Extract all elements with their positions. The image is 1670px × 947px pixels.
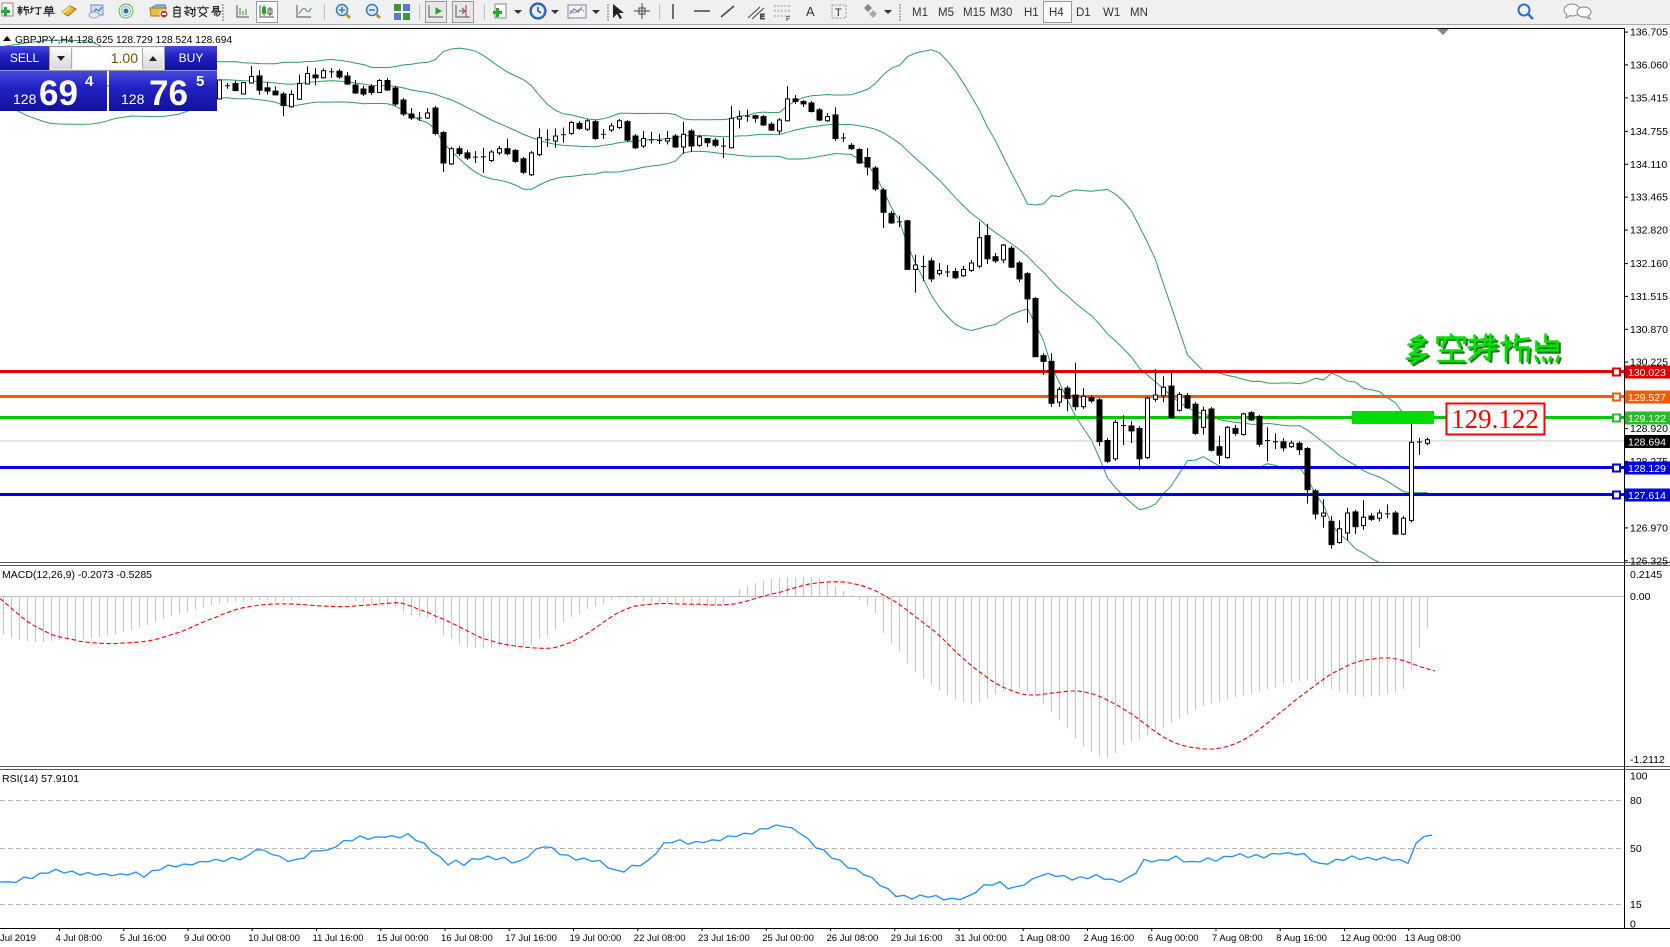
svg-text:7 Aug 08:00: 7 Aug 08:00 bbox=[1212, 933, 1263, 944]
svg-text:W1: W1 bbox=[1103, 7, 1120, 19]
svg-text:GBPJPY-,H4 128.625 128.729 12: GBPJPY-,H4 128.625 128.729 128.524 128.6… bbox=[15, 35, 232, 46]
svg-text:17 Jul 16:00: 17 Jul 16:00 bbox=[505, 933, 557, 944]
svg-text:MACD(12,26,9) -0.2073 -0.5285: MACD(12,26,9) -0.2073 -0.5285 bbox=[2, 569, 152, 581]
svg-text:6 Aug 00:00: 6 Aug 00:00 bbox=[1148, 933, 1199, 944]
svg-text:22 Jul 08:00: 22 Jul 08:00 bbox=[634, 933, 686, 944]
svg-text:F: F bbox=[786, 16, 790, 23]
svg-text:136.705: 136.705 bbox=[1630, 27, 1668, 39]
svg-text:5 Jul 16:00: 5 Jul 16:00 bbox=[120, 933, 166, 944]
svg-text:13 Aug 08:00: 13 Aug 08:00 bbox=[1405, 933, 1461, 944]
svg-text:12 Aug 00:00: 12 Aug 00:00 bbox=[1341, 933, 1397, 944]
svg-text:10 Jul 08:00: 10 Jul 08:00 bbox=[248, 933, 300, 944]
svg-text:A: A bbox=[806, 4, 815, 19]
svg-text:128.129: 128.129 bbox=[1628, 463, 1666, 475]
svg-text:0.2145: 0.2145 bbox=[1630, 569, 1662, 581]
svg-text:19 Jul 00:00: 19 Jul 00:00 bbox=[570, 933, 622, 944]
svg-text:130.870: 130.870 bbox=[1630, 324, 1668, 336]
svg-text:8 Aug 16:00: 8 Aug 16:00 bbox=[1276, 933, 1327, 944]
svg-text:126.325: 126.325 bbox=[1630, 555, 1668, 567]
svg-text:126.970: 126.970 bbox=[1630, 522, 1668, 534]
svg-text:H4: H4 bbox=[1049, 7, 1064, 19]
svg-text:50: 50 bbox=[1630, 843, 1642, 855]
svg-text:15: 15 bbox=[1630, 899, 1642, 911]
svg-text:128.920: 128.920 bbox=[1630, 423, 1668, 435]
svg-text:132.820: 132.820 bbox=[1630, 225, 1668, 237]
svg-text:80: 80 bbox=[1630, 795, 1642, 807]
svg-text:29 Jul 16:00: 29 Jul 16:00 bbox=[891, 933, 943, 944]
svg-text:4 Jul 08:00: 4 Jul 08:00 bbox=[56, 933, 102, 944]
svg-text:M15: M15 bbox=[963, 7, 985, 19]
svg-text:134.755: 134.755 bbox=[1630, 126, 1668, 138]
svg-text:15 Jul 00:00: 15 Jul 00:00 bbox=[377, 933, 429, 944]
svg-text:11 Jul 16:00: 11 Jul 16:00 bbox=[313, 933, 364, 944]
svg-text:100: 100 bbox=[1630, 771, 1648, 783]
svg-text:M1: M1 bbox=[912, 7, 928, 19]
svg-text:E: E bbox=[760, 14, 765, 21]
svg-text:130.023: 130.023 bbox=[1628, 367, 1666, 379]
svg-text:26 Jul 08:00: 26 Jul 08:00 bbox=[827, 933, 879, 944]
svg-text:2 Aug 16:00: 2 Aug 16:00 bbox=[1084, 933, 1135, 944]
svg-text:128.694: 128.694 bbox=[1628, 437, 1666, 449]
svg-text:D1: D1 bbox=[1076, 7, 1091, 19]
svg-text:RSI(14) 57.9101: RSI(14) 57.9101 bbox=[2, 773, 79, 785]
svg-text:134.110: 134.110 bbox=[1630, 159, 1667, 171]
svg-text:23 Jul 16:00: 23 Jul 16:00 bbox=[698, 933, 750, 944]
svg-text:133.465: 133.465 bbox=[1630, 192, 1668, 204]
svg-text:M30: M30 bbox=[990, 7, 1012, 19]
svg-text:0.00: 0.00 bbox=[1630, 591, 1651, 603]
svg-text:132.160: 132.160 bbox=[1630, 258, 1668, 270]
svg-text:-1.2112: -1.2112 bbox=[1630, 754, 1665, 766]
svg-text:MN: MN bbox=[1130, 7, 1148, 19]
svg-text:Jul 2019: Jul 2019 bbox=[0, 933, 36, 944]
svg-text:T: T bbox=[835, 7, 842, 19]
svg-text:25 Jul 00:00: 25 Jul 00:00 bbox=[762, 933, 814, 944]
svg-text:9 Jul 00:00: 9 Jul 00:00 bbox=[184, 933, 230, 944]
svg-text:M5: M5 bbox=[938, 7, 954, 19]
svg-text:16 Jul 08:00: 16 Jul 08:00 bbox=[441, 933, 493, 944]
svg-text:0: 0 bbox=[1630, 919, 1636, 931]
svg-text:31 Jul 00:00: 31 Jul 00:00 bbox=[955, 933, 1007, 944]
svg-text:1 Aug 08:00: 1 Aug 08:00 bbox=[1019, 933, 1070, 944]
svg-text:127.614: 127.614 bbox=[1628, 490, 1666, 502]
svg-text:129.122: 129.122 bbox=[1628, 413, 1666, 425]
svg-text:H1: H1 bbox=[1024, 7, 1039, 19]
svg-text:129.122: 129.122 bbox=[1451, 404, 1539, 434]
svg-text:129.527: 129.527 bbox=[1628, 392, 1666, 404]
svg-text:136.060: 136.060 bbox=[1630, 59, 1668, 71]
svg-text:135.415: 135.415 bbox=[1630, 92, 1668, 104]
svg-text:131.515: 131.515 bbox=[1630, 291, 1668, 303]
